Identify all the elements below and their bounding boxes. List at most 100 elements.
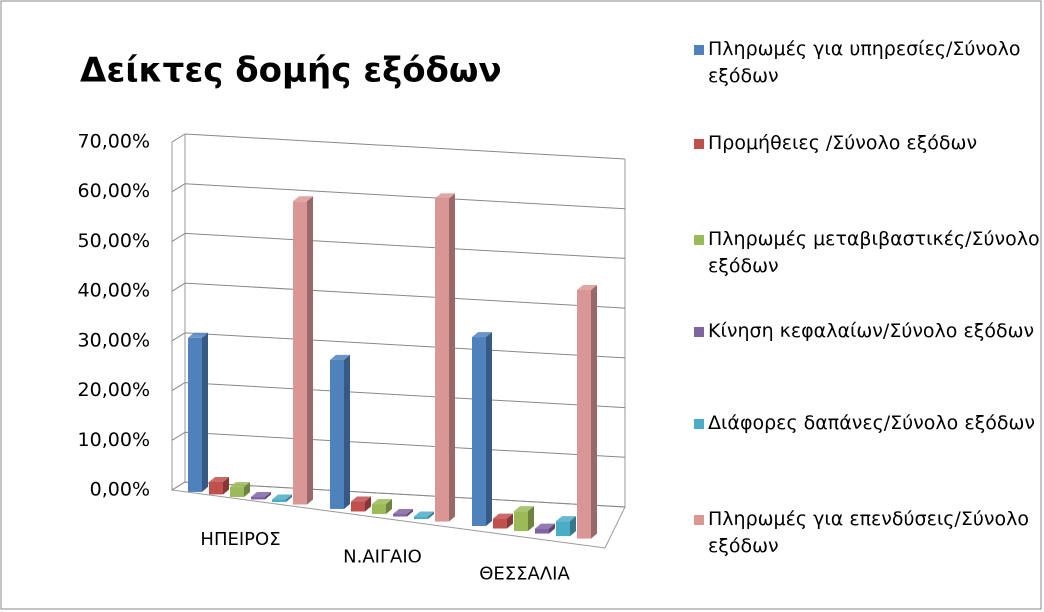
grid-line	[184, 332, 626, 359]
legend-swatch	[694, 45, 704, 55]
legend-label: Διάφορες δαπάνες/Σύνολο εξόδων	[708, 412, 1035, 434]
grid-line-side	[171, 282, 186, 292]
bar-side	[407, 509, 413, 517]
legend-swatch	[694, 139, 704, 149]
bar-top	[514, 506, 534, 512]
y-tick-label: 0,00%	[90, 479, 150, 501]
bar-side	[386, 499, 392, 514]
bar-side	[449, 193, 455, 522]
legend-label: Προμήθειες /Σύνολο εξόδων	[708, 132, 978, 154]
bar-side	[486, 332, 492, 526]
legend-swatch	[694, 419, 704, 429]
grid-line	[184, 183, 626, 210]
grid-line	[184, 481, 626, 508]
grid-line-side	[171, 481, 186, 491]
bar	[493, 518, 507, 529]
bar	[251, 496, 265, 500]
bar-top	[330, 354, 350, 360]
grid-line-side	[171, 183, 186, 193]
bar-side	[307, 196, 313, 505]
grid-line-side	[171, 382, 186, 391]
legend-swatch	[694, 515, 704, 525]
bar-side	[570, 516, 576, 537]
bar-side	[202, 332, 208, 492]
grid-line	[184, 232, 626, 259]
bar	[514, 511, 528, 532]
bar-top	[372, 499, 392, 505]
legend-label: Πληρωμές για επενδύσεις/Σύνολο εξόδων	[708, 508, 1029, 557]
grid-line-side	[171, 133, 186, 143]
grid-line-side	[171, 431, 186, 441]
bar	[535, 528, 549, 534]
bar-side	[528, 506, 534, 532]
y-tick-label: 10,00%	[78, 429, 150, 451]
legend-label: Πληρωμές για υπηρεσίες/Σύνολο εξόδων	[708, 38, 1021, 87]
y-tick-label: 40,00%	[78, 280, 150, 302]
x-tick-label: ΘΕΣΣΑΛΙΑ	[479, 563, 570, 584]
legend-item: Προμήθειες /Σύνολο εξόδων	[690, 130, 1044, 157]
bar-top	[535, 523, 555, 529]
bar-side	[286, 494, 292, 502]
bar-side	[591, 285, 597, 539]
bar-side	[507, 513, 513, 529]
legend-swatch	[694, 327, 704, 337]
grid-line-side	[171, 332, 186, 342]
bar	[209, 482, 223, 495]
y-tick-label: 30,00%	[78, 329, 150, 351]
legend-item: Κίνηση κεφαλαίων/Σύνολο εξόδων	[690, 318, 1044, 345]
bar-top	[414, 511, 434, 517]
y-tick-label: 50,00%	[78, 230, 150, 252]
bar	[230, 487, 244, 497]
bar-top	[188, 332, 208, 338]
grid-line	[184, 382, 626, 409]
bar-top	[251, 491, 271, 497]
bar-side	[344, 354, 350, 509]
legend-label: Κίνηση κεφαλαίων/Σύνολο εξόδων	[708, 320, 1035, 342]
legend-item: Πληρωμές μεταβιβαστικές/Σύνολο εξόδων	[690, 226, 1044, 280]
bar	[330, 359, 344, 509]
bar-side	[365, 496, 371, 512]
legend-item: Πληρωμές για επενδύσεις/Σύνολο εξόδων	[690, 506, 1044, 560]
bar	[556, 521, 570, 537]
legend-swatch	[694, 235, 704, 245]
bar-side	[265, 491, 271, 500]
x-tick-label: ΗΠΕΙΡΟΣ	[200, 529, 280, 550]
bar-top	[293, 196, 313, 202]
bar	[293, 201, 307, 505]
grid-line	[184, 431, 626, 458]
bar-top	[435, 193, 455, 199]
bar-top	[351, 496, 371, 502]
bar	[472, 337, 486, 526]
bar-side	[244, 482, 250, 497]
legend-label: Πληρωμές μεταβιβαστικές/Σύνολο εξόδων	[708, 228, 1040, 277]
bar-top	[493, 513, 513, 519]
bar	[414, 516, 428, 520]
bar	[351, 501, 365, 512]
bar-side	[428, 511, 434, 520]
bar-top	[577, 285, 597, 291]
bar-side	[223, 477, 229, 495]
bar	[372, 504, 386, 514]
bar-top	[393, 509, 413, 515]
legend-item: Διάφορες δαπάνες/Σύνολο εξόδων	[690, 410, 1044, 437]
bar-top	[230, 482, 250, 488]
bar-top	[556, 516, 576, 522]
bar	[577, 290, 591, 539]
bar-top	[472, 332, 492, 338]
grid-line-side	[171, 233, 186, 242]
grid-line	[184, 133, 626, 160]
chart-title: Δείκτες δομής εξόδων	[80, 51, 502, 91]
bar	[188, 337, 202, 492]
y-tick-label: 60,00%	[78, 180, 150, 202]
grid-line	[184, 282, 626, 309]
y-tick-label: 70,00%	[78, 131, 150, 153]
bar-side	[549, 523, 555, 534]
x-tick-label: Ν.ΑΙΓΑΙΟ	[343, 546, 422, 567]
bar	[435, 198, 449, 522]
bar	[393, 514, 407, 517]
legend-item: Πληρωμές για υπηρεσίες/Σύνολο εξόδων	[690, 36, 1044, 90]
y-tick-label: 20,00%	[78, 379, 150, 401]
bar-top	[272, 494, 292, 500]
